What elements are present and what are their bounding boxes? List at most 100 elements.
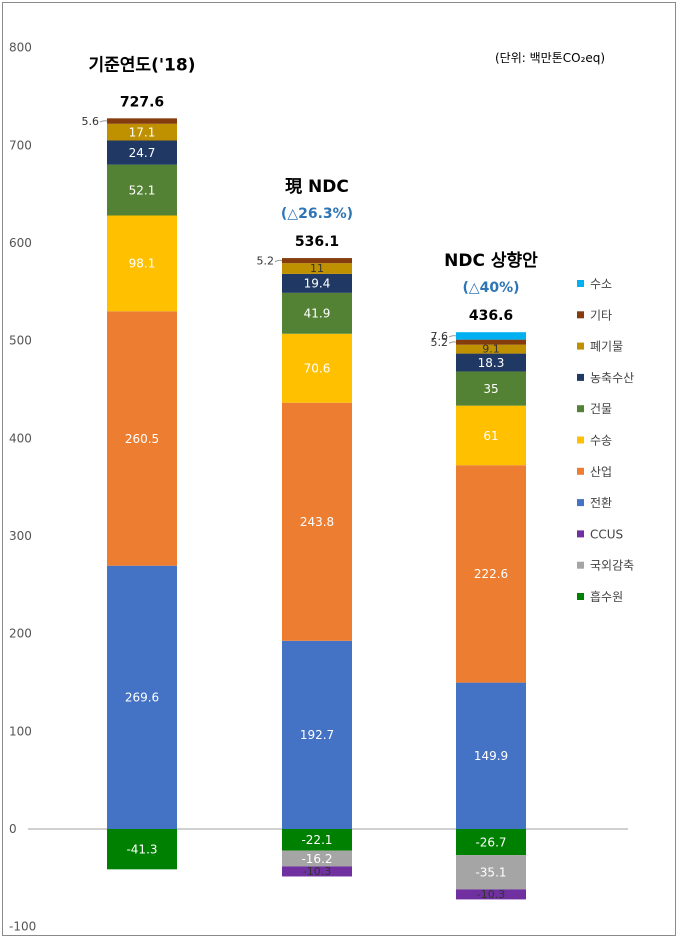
- data-label: 260.5: [125, 432, 159, 446]
- bar-segment: [456, 332, 526, 340]
- bar-title: 現 NDC: [285, 177, 349, 197]
- unit-label: (단위: 백만톤CO₂eq): [495, 51, 605, 65]
- legend-entry: 폐기물: [590, 340, 623, 354]
- data-label: 52.1: [129, 183, 156, 197]
- bar-segment: [456, 353, 526, 372]
- leader-line: [274, 259, 283, 263]
- bar-segment: [107, 164, 177, 216]
- legend-entry: 흡수원: [590, 590, 623, 604]
- data-label: 18.3: [478, 356, 505, 370]
- data-label: 70.6: [304, 362, 331, 376]
- legend-swatch: [577, 342, 584, 350]
- legend-swatch: [577, 499, 584, 507]
- bar-segment: [107, 829, 177, 870]
- bar-segment: [456, 465, 526, 683]
- bar-segment: [456, 855, 526, 890]
- bar-total-label: 436.6: [469, 308, 513, 324]
- data-label-outside: 5.2: [431, 336, 449, 349]
- y-tick-label: 300: [9, 529, 32, 543]
- data-label: 61: [483, 429, 498, 443]
- bar-segment: [107, 140, 177, 165]
- bar-subtitle: (△40%): [462, 280, 519, 296]
- legend-swatch: [577, 467, 584, 475]
- legend-entry: 수송: [590, 434, 612, 448]
- legend-swatch: [577, 561, 584, 569]
- bar-total-label: 727.6: [120, 94, 164, 110]
- legend-entry: 건물: [590, 402, 612, 416]
- data-label: 35: [483, 382, 498, 396]
- legend-entry: 수소: [590, 277, 612, 291]
- bar-segment: [282, 292, 352, 334]
- data-label: -41.3: [126, 842, 157, 856]
- bar-segment: [282, 263, 352, 274]
- bar-total-label: 536.1: [295, 234, 339, 250]
- y-tick-label: 0: [9, 822, 17, 836]
- data-label: 192.7: [300, 728, 334, 742]
- bar-segment: [107, 215, 177, 312]
- bar-segment: [456, 371, 526, 406]
- bar-segment: [282, 402, 352, 641]
- bar-segment: [456, 889, 526, 900]
- leader-line: [99, 120, 108, 123]
- data-label-outside: 5.6: [82, 115, 100, 128]
- legend-entry: 국외감축: [590, 559, 634, 573]
- bar-segment: [456, 405, 526, 466]
- y-tick-label: 100: [9, 724, 32, 738]
- bar-title: NDC 상향안: [444, 250, 538, 271]
- bar-segment: [107, 118, 177, 124]
- leader-line: [448, 335, 457, 338]
- bar-segment: [282, 258, 352, 264]
- data-label: 149.9: [474, 749, 508, 763]
- bar-segment: [456, 682, 526, 829]
- y-tick-label: 700: [9, 138, 32, 152]
- bar-segment: [107, 565, 177, 829]
- bar-title: 기준연도('18): [89, 55, 196, 75]
- legend-entry: CCUS: [590, 527, 623, 541]
- legend-entry: 기타: [590, 308, 612, 322]
- bar-segment: [282, 866, 352, 877]
- data-label: 41.9: [304, 307, 331, 321]
- y-tick-label: 600: [9, 236, 32, 250]
- legend-swatch: [577, 280, 584, 287]
- leader-line: [448, 341, 457, 344]
- bar-segment: [282, 829, 352, 851]
- data-label: -35.1: [475, 866, 506, 880]
- bar-segment: [107, 123, 177, 141]
- legend-entry: 산업: [590, 465, 612, 479]
- legend-swatch: [577, 530, 584, 538]
- data-label: 269.6: [125, 691, 159, 705]
- y-tick-label: 200: [9, 627, 32, 641]
- data-label: -26.7: [475, 835, 506, 849]
- bar-subtitle: (△26.3%): [281, 206, 353, 222]
- legend-swatch: [577, 593, 584, 600]
- bar-segment: [456, 339, 526, 345]
- data-label: 98.1: [129, 257, 156, 271]
- legend-swatch: [577, 405, 584, 413]
- data-label: 11: [310, 262, 324, 275]
- bar-segment: [282, 333, 352, 403]
- y-tick-label: -100: [9, 920, 36, 934]
- bar-segment: [282, 850, 352, 867]
- data-label: -10.3: [303, 865, 331, 878]
- y-tick-label: 400: [9, 431, 32, 445]
- data-label: 24.7: [129, 146, 156, 160]
- bar-segment: [456, 344, 526, 354]
- legend-swatch: [577, 436, 584, 444]
- bar-segment: [282, 640, 352, 829]
- legend-swatch: [577, 311, 584, 319]
- data-label: -16.2: [301, 852, 332, 866]
- data-label: 17.1: [129, 125, 156, 139]
- data-label-outside: 7.6: [431, 330, 449, 343]
- data-label: -10.3: [477, 888, 505, 901]
- data-label: 19.4: [304, 277, 331, 291]
- bar-segment: [107, 311, 177, 566]
- legend-entry: 농축수산: [590, 371, 634, 385]
- data-label-outside: 5.2: [257, 255, 275, 268]
- legend-swatch: [577, 373, 584, 381]
- legend-entry: 전환: [590, 496, 612, 510]
- data-label: -22.1: [301, 833, 332, 847]
- data-label: 222.6: [474, 567, 508, 581]
- y-tick-label: 800: [9, 41, 32, 55]
